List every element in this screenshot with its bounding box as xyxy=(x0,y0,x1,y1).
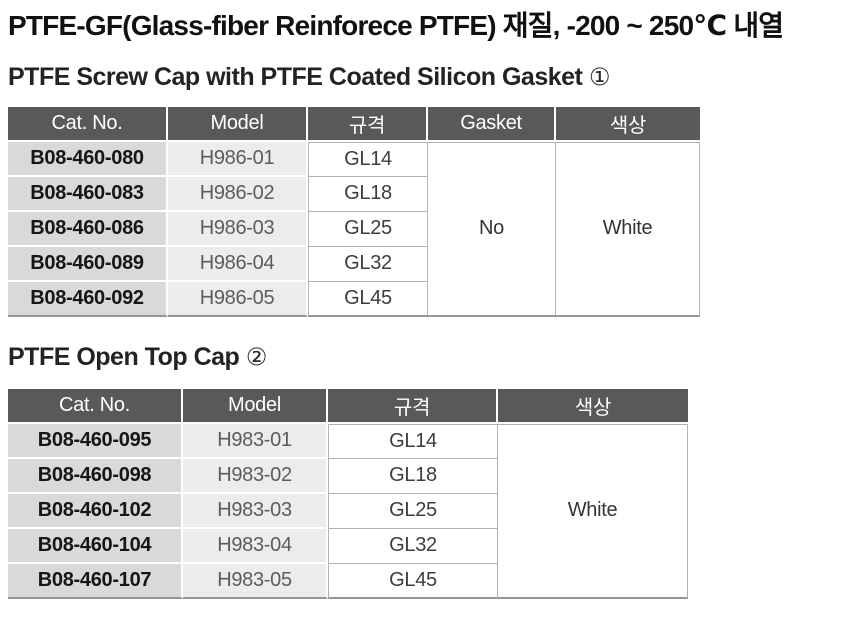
page-title: PTFE-GF(Glass-fiber Reinforece PTFE) 재질,… xyxy=(8,10,784,41)
cat-no-cell: B08-460-098 xyxy=(8,458,183,494)
spec-cell: GL18 xyxy=(308,176,428,212)
column-header-color: 색상 xyxy=(556,106,700,142)
cat-no-cell: B08-460-080 xyxy=(8,141,168,177)
spec-cell: GL14 xyxy=(308,141,428,177)
cat-no-cell: B08-460-089 xyxy=(8,246,168,282)
column-header-color: 색상 xyxy=(498,388,688,424)
section-heading-open-top-cap: PTFE Open Top Cap ② xyxy=(8,342,852,373)
model-cell: H986-05 xyxy=(168,281,308,317)
table-row: B08-460-089 H986-04 GL32 xyxy=(8,246,700,282)
table-row: B08-460-104 H983-04 GL32 xyxy=(8,528,688,564)
table-row: B08-460-102 H983-03 GL25 xyxy=(8,493,688,529)
model-cell: H986-03 xyxy=(168,211,308,247)
spec-cell: GL25 xyxy=(328,493,498,529)
gasket-merged-cell: No xyxy=(428,141,556,317)
cat-no-cell: B08-460-083 xyxy=(8,176,168,212)
catalog-page: PTFE-GF(Glass-fiber Reinforece PTFE) 재질,… xyxy=(8,10,852,599)
model-cell: H983-01 xyxy=(183,423,328,459)
model-cell: H986-01 xyxy=(168,141,308,177)
section-heading-screw-cap: PTFE Screw Cap with PTFE Coated Silicon … xyxy=(8,62,852,93)
table-header-row: Cat. No. Model 규격 Gasket 색상 xyxy=(8,106,700,142)
column-header-model: Model xyxy=(168,106,308,142)
cat-no-cell: B08-460-104 xyxy=(8,528,183,564)
spec-cell: GL32 xyxy=(328,528,498,564)
spec-cell: GL45 xyxy=(308,281,428,317)
cat-no-cell: B08-460-107 xyxy=(8,563,183,599)
cat-no-cell: B08-460-095 xyxy=(8,423,183,459)
cat-no-cell: B08-460-086 xyxy=(8,211,168,247)
column-header-gasket: Gasket xyxy=(428,106,556,142)
table-row: B08-460-083 H986-02 GL18 xyxy=(8,176,700,212)
open-top-cap-table: Cat. No. Model 규격 색상 B08-460-095 H983-01 G… xyxy=(8,388,688,599)
spec-cell: GL18 xyxy=(328,458,498,494)
model-cell: H983-02 xyxy=(183,458,328,494)
model-cell: H986-04 xyxy=(168,246,308,282)
table-row: B08-460-080 H986-01 GL14 No White xyxy=(8,141,700,317)
model-cell: H983-03 xyxy=(183,493,328,529)
table-row: B08-460-095 H983-01 GL14 White xyxy=(8,423,688,599)
spec-cell: GL32 xyxy=(308,246,428,282)
color-merged-cell: White xyxy=(556,141,700,317)
table-row: B08-460-086 H986-03 GL25 xyxy=(8,211,700,247)
model-cell: H983-04 xyxy=(183,528,328,564)
table-row: B08-460-098 H983-02 GL18 xyxy=(8,458,688,494)
spec-cell: GL45 xyxy=(328,563,498,599)
table-row: B08-460-092 H986-05 GL45 xyxy=(8,281,700,317)
column-header-spec: 규격 xyxy=(328,388,498,424)
model-cell: H986-02 xyxy=(168,176,308,212)
table-row: B08-460-107 H983-05 GL45 xyxy=(8,563,688,599)
column-header-cat-no: Cat. No. xyxy=(8,106,168,142)
section-heading-text: PTFE Screw Cap with PTFE Coated Silicon … xyxy=(8,63,583,91)
color-merged-cell: White xyxy=(498,423,688,599)
screw-cap-table: Cat. No. Model 규격 Gasket 색상 B08-460-080 H… xyxy=(8,106,700,317)
column-header-cat-no: Cat. No. xyxy=(8,388,183,424)
circled-number-2: ② xyxy=(245,343,268,371)
spec-cell: GL25 xyxy=(308,211,428,247)
column-header-spec: 규격 xyxy=(308,106,428,142)
column-header-model: Model xyxy=(183,388,328,424)
cat-no-cell: B08-460-092 xyxy=(8,281,168,317)
table-header-row: Cat. No. Model 규격 색상 xyxy=(8,388,688,424)
model-cell: H983-05 xyxy=(183,563,328,599)
section-heading-text: PTFE Open Top Cap xyxy=(8,342,240,371)
circled-number-1: ① xyxy=(588,64,611,91)
spec-cell: GL14 xyxy=(328,423,498,459)
cat-no-cell: B08-460-102 xyxy=(8,493,183,529)
